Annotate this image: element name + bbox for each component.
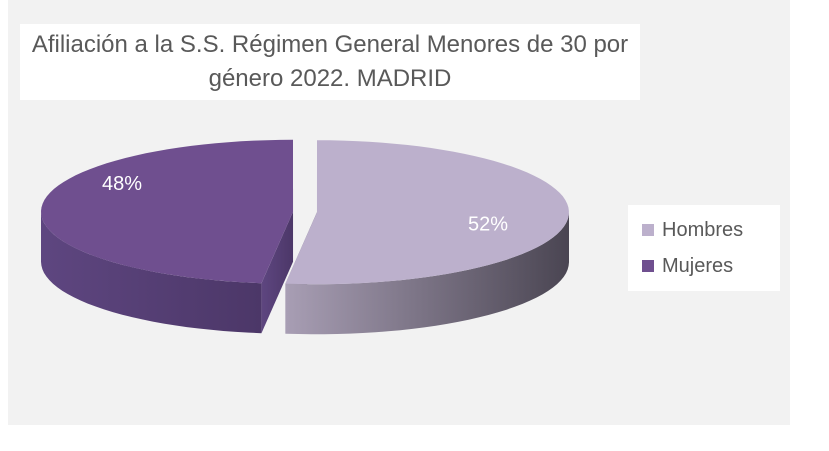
slice-side [285,212,569,335]
pie-slice [41,139,294,284]
chart-title: Afiliación a la S.S. Régimen General Men… [20,24,640,100]
slice-side [41,211,262,334]
legend-label: Mujeres [662,255,734,277]
legend-label: Hombres [662,219,744,241]
legend: Hombres Mujeres [628,205,780,291]
legend-swatch [642,224,654,236]
legend-swatch [642,260,654,272]
pie-slice [285,140,569,285]
legend-item: Hombres [642,219,743,242]
legend-item: Mujeres [642,255,733,278]
data-label: 52% [468,214,508,236]
slice-cut-face [261,211,294,334]
data-label: 48% [102,173,142,195]
